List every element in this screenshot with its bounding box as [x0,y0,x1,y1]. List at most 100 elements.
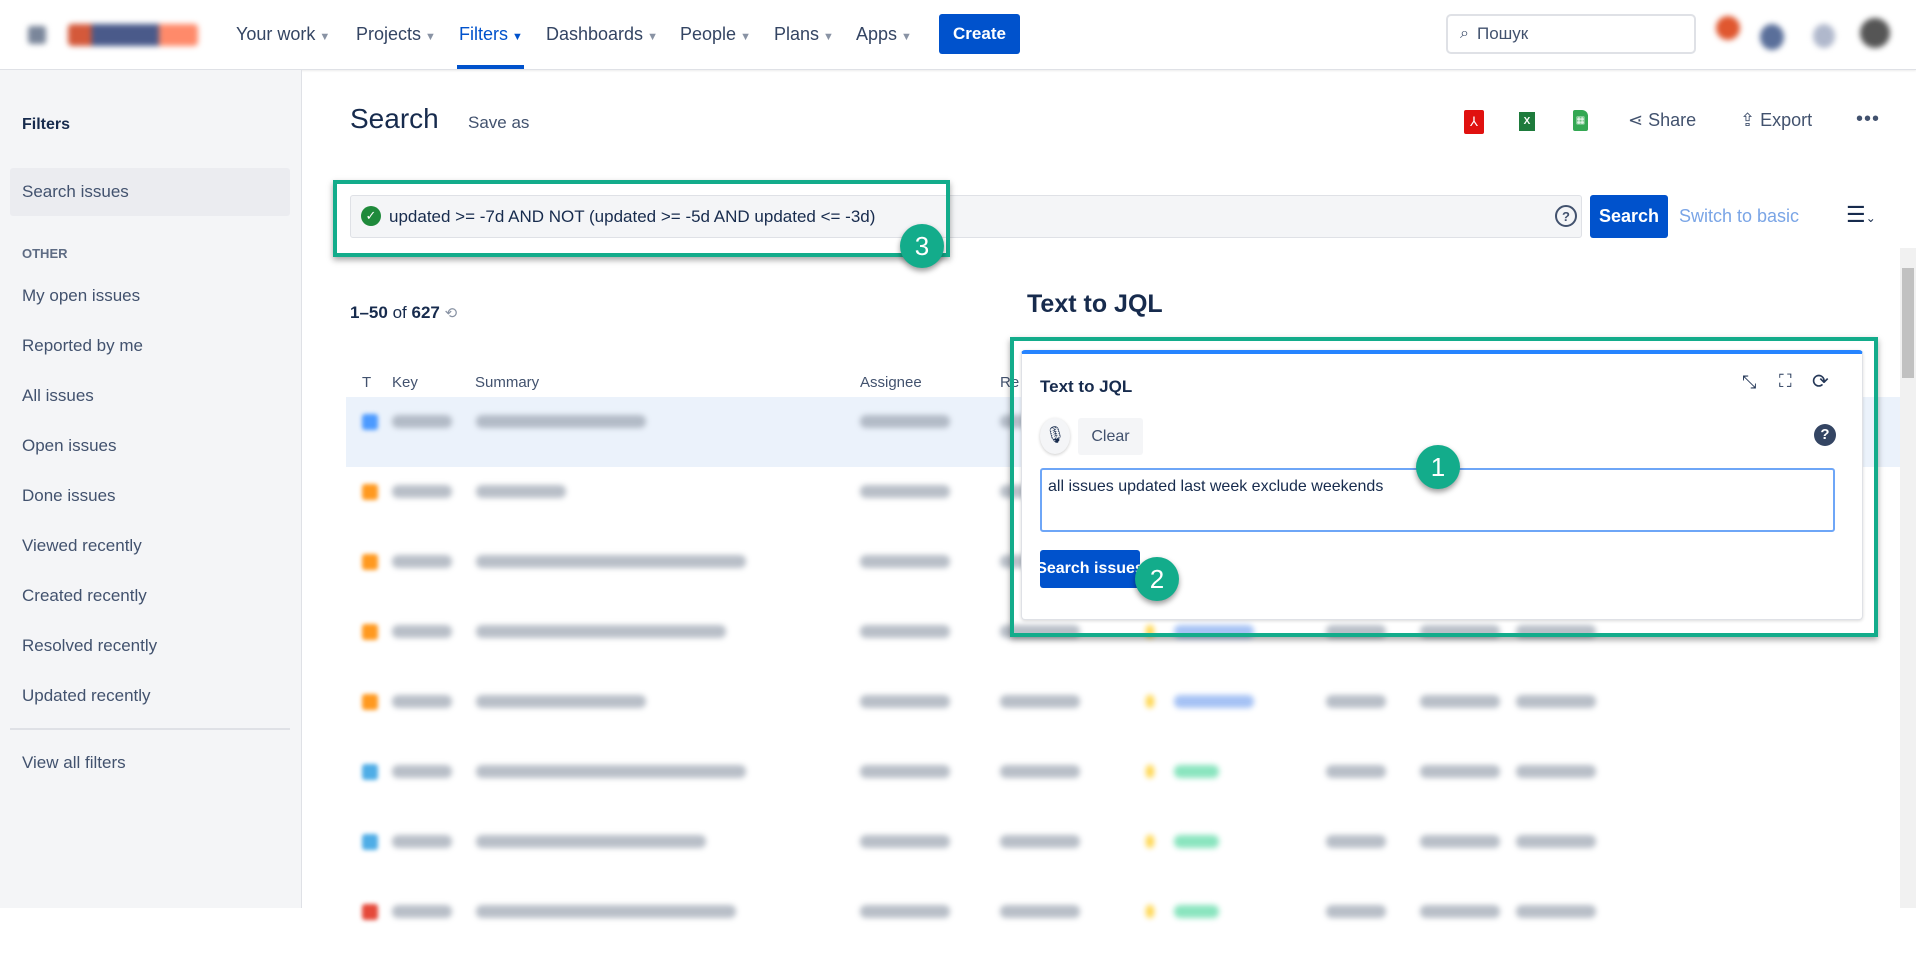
created-date [1420,905,1500,918]
nav-your-work[interactable]: Your work ▼ [236,24,330,45]
search-icon: ⌕ [1460,25,1469,42]
priority-icon [1146,695,1154,708]
sidebar-item-reported-by-me[interactable]: Reported by me [22,336,143,355]
nav-filters[interactable]: Filters ▼ [459,24,523,45]
issue-key[interactable] [392,555,452,568]
page-title: Search [350,103,439,134]
nav-people[interactable]: People ▼ [680,24,751,45]
minimize-icon[interactable]: ⤡ [1742,372,1757,392]
table-row[interactable] [346,817,1900,887]
pdf-export-icon[interactable]: ⅄ [1464,110,1484,134]
microphone-icon: 🎙 [1044,427,1066,444]
text-to-jql-heading: Text to JQL [1027,290,1163,318]
more-actions-icon[interactable]: ••• [1856,108,1881,130]
search-input[interactable]: ⌕ Пошук [1446,14,1696,54]
issue-summary[interactable] [476,905,736,918]
sidebar-view-all-filters[interactable]: View all filters [22,753,126,772]
table-row[interactable] [346,677,1900,747]
issue-assignee [860,695,950,708]
issue-summary[interactable] [476,555,746,568]
issue-key[interactable] [392,695,452,708]
chevron-down-icon: ▼ [425,31,436,43]
help-icon[interactable] [1760,24,1784,50]
table-row[interactable] [346,747,1900,817]
sidebar-section-label: OTHER [22,246,68,261]
sidebar-item-updated-recently[interactable]: Updated recently [22,686,151,705]
chevron-down-icon: ▼ [901,31,912,43]
create-button[interactable]: Create [939,14,1020,54]
jql-input[interactable]: ✓ updated >= -7d AND NOT (updated >= -5d… [350,195,1582,238]
sidebar-item-search-issues[interactable]: Search issues [10,168,290,216]
avatar[interactable] [1860,18,1890,48]
nav-dashboards[interactable]: Dashboards ▼ [546,24,658,45]
nav-apps[interactable]: Apps ▼ [856,24,912,45]
sidebar-item-open-issues[interactable]: Open issues [22,436,117,455]
column-header-type[interactable]: T [362,374,372,391]
help-icon[interactable]: ? [1814,424,1836,446]
issue-summary[interactable] [476,835,706,848]
google-sheets-icon[interactable]: ▦ [1573,110,1588,131]
nav-label: Your work [236,24,316,44]
issue-key[interactable] [392,765,452,778]
search-issues-button[interactable]: Search issues [1036,550,1144,588]
resolution [1326,765,1386,778]
share-button[interactable]: ⋖ Share [1628,110,1696,131]
issue-summary[interactable] [476,415,646,428]
clear-button[interactable]: Clear [1078,418,1143,455]
column-header-summary[interactable]: Summary [475,374,540,391]
sidebar-item-viewed-recently[interactable]: Viewed recently [22,536,142,555]
chevron-down-icon: ▼ [647,31,658,43]
issue-type-icon [362,764,378,780]
status-badge [1174,835,1219,848]
issue-key[interactable] [392,415,452,428]
nav-label: Filters [459,24,508,44]
sidebar-item-all-issues[interactable]: All issues [22,386,94,405]
nav-projects[interactable]: Projects ▼ [356,24,436,45]
column-header-assignee[interactable]: Assignee [860,374,922,391]
jql-help-icon[interactable]: ? [1555,205,1577,227]
settings-icon[interactable] [1813,24,1835,48]
refresh-icon[interactable]: ⟲ [444,305,458,322]
sidebar-item-resolved-recently[interactable]: Resolved recently [22,636,158,655]
count-range: 1–50 [350,303,388,322]
export-button[interactable]: ⇪ Export [1740,110,1812,131]
issue-key[interactable] [392,835,452,848]
column-header-reporter[interactable]: Re [1000,374,1020,391]
issue-key[interactable] [392,485,452,498]
issue-summary[interactable] [476,625,726,638]
sidebar-item-done-issues[interactable]: Done issues [22,486,116,505]
nav-plans[interactable]: Plans ▼ [774,24,834,45]
refresh-icon[interactable]: ⟳ [1812,371,1829,393]
issue-summary[interactable] [476,695,646,708]
nav-label: Plans [774,24,820,44]
view-menu-icon[interactable]: ☰⌄ [1846,202,1876,227]
table-row[interactable] [346,887,1900,957]
column-header-key[interactable]: Key [392,374,418,391]
issue-assignee [860,555,950,568]
chevron-down-icon: ▼ [319,31,331,43]
issue-type-icon [362,624,378,640]
fullscreen-icon[interactable]: ⛶ [1779,371,1792,391]
sidebar-item-my-open-issues[interactable]: My open issues [22,286,141,305]
issue-assignee [860,765,950,778]
issue-summary[interactable] [476,485,566,498]
sidebar-item-created-recently[interactable]: Created recently [22,586,147,605]
results-count: 1–50 of 627 ⟲ [350,303,457,323]
issue-key[interactable] [392,625,452,638]
top-navigation: Your work ▼ Projects ▼ Filters ▼ Dashboards… [0,0,1916,70]
scrollbar[interactable] [1900,248,1916,908]
notifications-icon[interactable] [1716,16,1740,40]
search-button[interactable]: Search [1590,195,1668,238]
logo[interactable] [68,24,198,46]
microphone-button[interactable]: 🎙 [1040,418,1070,454]
excel-export-icon[interactable]: X [1519,112,1535,131]
created-date [1420,835,1500,848]
share-icon: ⋖ [1628,110,1644,130]
switch-to-basic-link[interactable]: Switch to basic [1679,206,1800,226]
issue-key[interactable] [392,905,452,918]
issue-summary[interactable] [476,765,746,778]
active-tab-indicator [457,65,524,69]
save-as-button[interactable]: Save as [468,113,530,132]
app-switcher-icon[interactable] [28,26,46,44]
scrollbar-thumb[interactable] [1902,268,1914,378]
